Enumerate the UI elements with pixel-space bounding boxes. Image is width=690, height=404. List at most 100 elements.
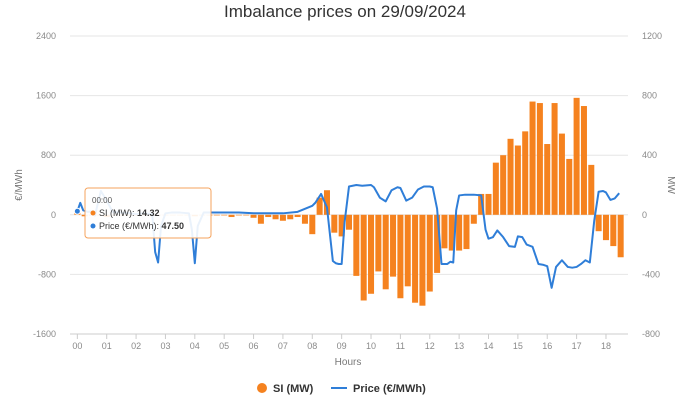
si-bar (529, 101, 536, 215)
tooltip-si-dot (90, 210, 96, 216)
y-right-tick-label: 1200 (642, 31, 662, 41)
si-bar (221, 214, 228, 216)
si-bar (257, 214, 264, 224)
si-bar (478, 193, 485, 215)
x-axis-title: Hours (335, 357, 362, 368)
x-tick-label: 06 (249, 341, 259, 351)
si-bar (331, 214, 338, 233)
si-bar (382, 214, 389, 290)
si-bar (235, 214, 242, 216)
si-bar (595, 214, 602, 232)
legend-item-si[interactable]: SI (MW) (257, 383, 314, 395)
tooltip-si-label: SI (MW): (99, 208, 137, 218)
si-bars (74, 97, 624, 306)
si-bar (397, 214, 404, 299)
si-bar (353, 214, 360, 276)
si-bar (345, 214, 353, 230)
price-point-marker (73, 207, 81, 215)
x-tick-label: 13 (454, 341, 464, 351)
legend-si-marker (257, 383, 267, 393)
x-tick-label: 17 (572, 341, 582, 351)
si-bar (404, 214, 411, 287)
si-bar (448, 214, 455, 251)
si-bar (558, 133, 565, 215)
tooltip-price-label: Price (€/MWh): (99, 221, 162, 231)
si-bar (522, 131, 529, 215)
si-bar (470, 214, 477, 224)
y-left-tick-label: 1600 (36, 91, 56, 101)
si-bar (434, 214, 441, 273)
si-bar (514, 145, 521, 215)
x-tick-label: 14 (483, 341, 493, 351)
si-bar (316, 197, 323, 215)
legend-si-label: SI (MW) (273, 383, 314, 395)
legend-item-price[interactable]: Price (€/MWh) (331, 383, 426, 395)
x-tick-label: 03 (160, 341, 170, 351)
si-bar (419, 214, 426, 306)
y-right-tick-label: 0 (642, 210, 647, 220)
si-bar (456, 214, 463, 251)
si-bar (265, 214, 272, 218)
si-bar (485, 193, 492, 215)
y-left-tick-label: 800 (41, 150, 56, 160)
tooltip-si-row: SI (MW): 14.32 (99, 208, 160, 218)
si-bar (536, 103, 543, 215)
tooltip: 00:00 SI (MW): 14.32 Price (€/MWh): 47.5… (84, 187, 212, 239)
si-bar (617, 214, 624, 258)
si-bar (279, 214, 286, 221)
x-tick-label: 02 (131, 341, 141, 351)
x-tick-label: 04 (190, 341, 200, 351)
y-right-tick-label: 800 (642, 91, 657, 101)
si-bar (338, 214, 345, 237)
si-bar (243, 214, 250, 216)
axes: 240016008000-800-160012008004000-400-800… (33, 31, 662, 351)
si-bar (323, 190, 330, 215)
y-axis-right-title: MW (665, 176, 676, 194)
si-bar (492, 162, 499, 215)
tooltip-si-value: 14.32 (137, 208, 160, 218)
si-bar (588, 164, 595, 215)
si-bar (602, 214, 609, 241)
x-tick-label: 11 (396, 341, 405, 351)
si-bar (551, 103, 558, 215)
si-bar (426, 214, 433, 292)
si-bar (566, 158, 573, 215)
x-tick-label: 10 (366, 341, 376, 351)
y-left-tick-label: -800 (38, 269, 56, 279)
si-bar (507, 138, 514, 215)
si-bar (500, 155, 507, 215)
si-bar (375, 214, 382, 272)
chart-title: Imbalance prices on 29/09/2024 (224, 2, 466, 21)
y-right-tick-label: -800 (642, 329, 660, 339)
x-tick-label: 16 (542, 341, 552, 351)
x-tick-label: 00 (72, 341, 82, 351)
x-tick-label: 05 (219, 341, 229, 351)
si-bar (301, 214, 308, 224)
si-bar (287, 214, 294, 220)
legend: SI (MW) Price (€/MWh) (257, 383, 426, 395)
si-bar (441, 214, 448, 249)
x-tick-label: 08 (307, 341, 317, 351)
si-bar (412, 214, 419, 303)
si-bar (294, 214, 301, 218)
y-axis-left-title: €/MWh (14, 169, 25, 201)
si-bar (573, 97, 580, 215)
y-left-tick-label: 0 (51, 210, 56, 220)
si-bar (250, 214, 257, 218)
si-bar (390, 214, 397, 277)
si-bar (610, 214, 617, 247)
y-right-tick-label: 400 (642, 150, 657, 160)
si-bar (463, 214, 470, 250)
si-bar (213, 214, 220, 216)
si-bar (309, 214, 316, 235)
x-tick-label: 18 (601, 341, 611, 351)
y-left-tick-label: 2400 (36, 31, 56, 41)
si-bar (272, 214, 279, 220)
tooltip-price-dot (90, 223, 96, 229)
si-bar (544, 144, 551, 215)
y-right-tick-label: -400 (642, 269, 660, 279)
tooltip-time: 00:00 (92, 196, 113, 205)
legend-price-label: Price (€/MWh) (353, 383, 426, 395)
x-tick-label: 15 (513, 341, 523, 351)
